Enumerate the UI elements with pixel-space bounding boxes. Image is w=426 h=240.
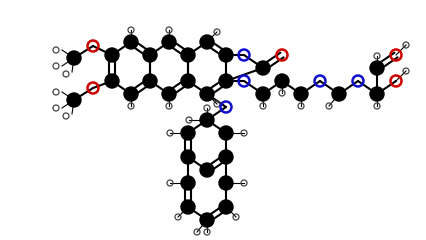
Circle shape xyxy=(181,176,195,190)
Circle shape xyxy=(219,48,233,62)
Circle shape xyxy=(370,87,384,101)
Circle shape xyxy=(67,51,81,65)
Circle shape xyxy=(181,150,195,164)
Circle shape xyxy=(181,74,195,88)
Circle shape xyxy=(294,87,308,101)
Circle shape xyxy=(256,87,270,101)
Circle shape xyxy=(181,48,195,62)
Circle shape xyxy=(370,61,384,75)
Circle shape xyxy=(143,48,157,62)
Circle shape xyxy=(200,113,214,127)
Circle shape xyxy=(200,213,214,227)
Circle shape xyxy=(256,61,270,75)
Circle shape xyxy=(181,200,195,214)
Circle shape xyxy=(200,163,214,177)
Circle shape xyxy=(219,176,233,190)
Circle shape xyxy=(162,35,176,49)
Circle shape xyxy=(181,126,195,140)
Circle shape xyxy=(200,35,214,49)
Circle shape xyxy=(124,35,138,49)
Circle shape xyxy=(124,87,138,101)
Circle shape xyxy=(105,48,119,62)
Circle shape xyxy=(219,200,233,214)
Circle shape xyxy=(275,74,289,88)
Circle shape xyxy=(219,150,233,164)
Circle shape xyxy=(105,74,119,88)
Circle shape xyxy=(219,126,233,140)
Circle shape xyxy=(67,93,81,107)
Circle shape xyxy=(162,87,176,101)
Circle shape xyxy=(143,74,157,88)
Circle shape xyxy=(219,74,233,88)
Circle shape xyxy=(200,87,214,101)
Circle shape xyxy=(332,87,346,101)
